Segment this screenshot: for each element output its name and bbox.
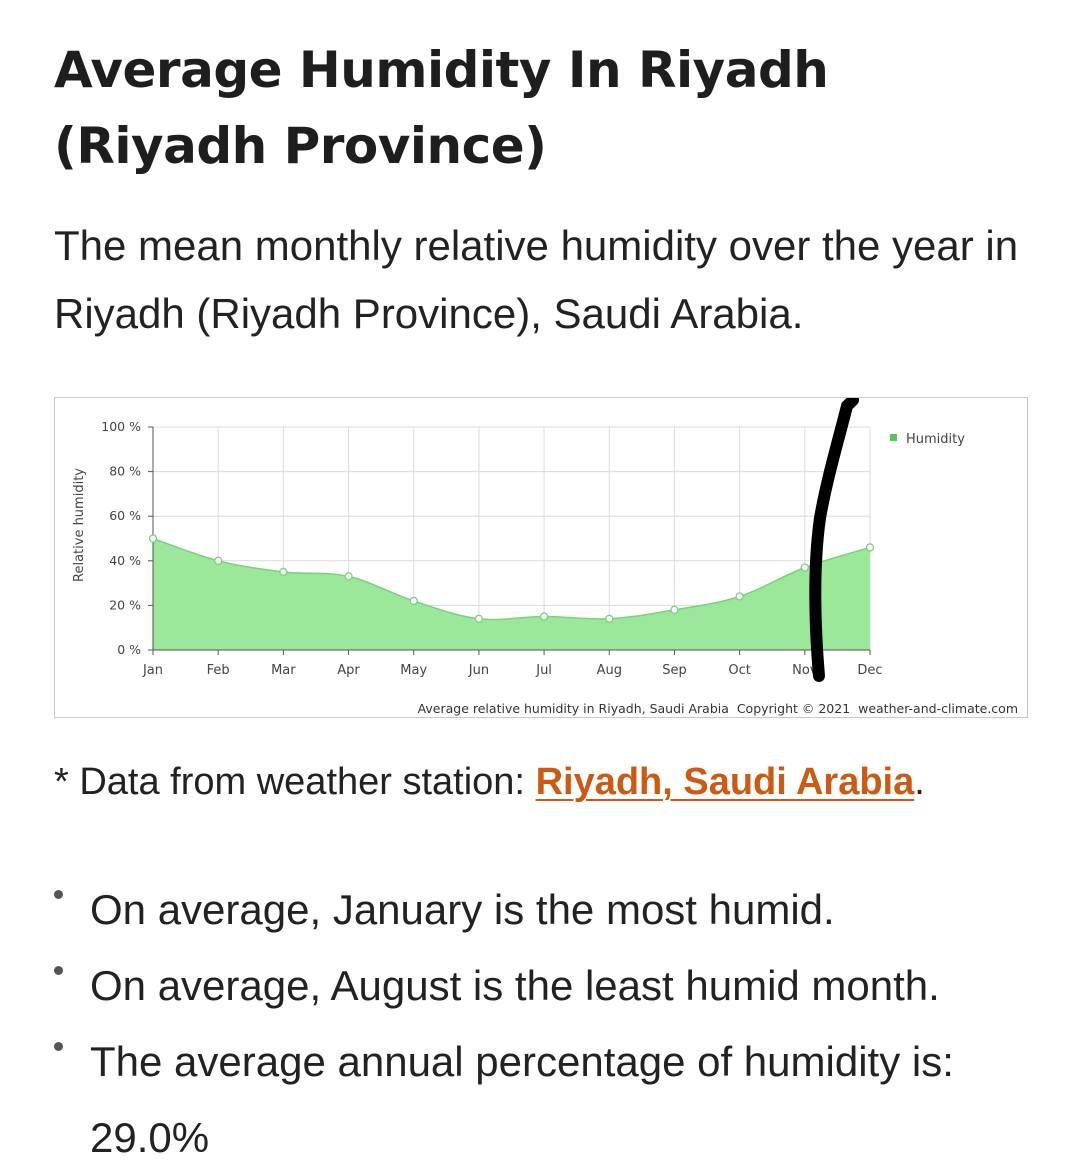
- humidity-point: [670, 605, 679, 615]
- x-tick-label: Aug: [597, 663, 622, 678]
- fact-text: On average, August is the least humid mo…: [90, 962, 940, 1009]
- station-link[interactable]: Riyadh, Saudi Arabia: [535, 761, 915, 803]
- chart-caption: Average relative humidity in Riyadh, Sau…: [418, 701, 1018, 716]
- humidity-line: [152, 537, 871, 621]
- humidity-chart: 0 % 20 % 40 % 60 % 80 % 100 % Jan Feb Mar Apr May J…: [54, 397, 1028, 718]
- data-source-line: * Data from weather station: Riyadh, Sau…: [54, 756, 1034, 808]
- chart-canvas: 0 % 20 % 40 % 60 % 80 % 100 % Jan Feb Mar Apr May J…: [72, 398, 1018, 716]
- chart-legend: Humidity: [890, 432, 965, 447]
- y-tick-label: 100 %: [101, 419, 141, 434]
- y-tick-label: 20 %: [109, 597, 141, 612]
- bullet-icon: [54, 890, 63, 899]
- page-subtitle: The mean monthly relative humidity over …: [54, 222, 1019, 337]
- x-tick-label: Dec: [857, 663, 882, 678]
- x-tick-label: Mar: [271, 663, 296, 678]
- x-tick-label: Apr: [337, 663, 360, 678]
- y-tick-label: 80 %: [109, 464, 141, 479]
- x-tick-label: Jun: [468, 663, 489, 678]
- chart-series-area: [152, 537, 871, 650]
- page-title: Average Humidity In Riyadh (Riyadh Provi…: [54, 41, 829, 175]
- y-tick-label: 60 %: [109, 508, 141, 523]
- humidity-point: [800, 563, 809, 572]
- list-item: The average annual percentage of humidit…: [54, 1024, 1044, 1176]
- bullet-icon: [54, 1042, 63, 1051]
- source-suffix: .: [914, 761, 925, 803]
- chart-grid: [152, 426, 871, 651]
- humidity-area-fill: [153, 538, 870, 650]
- legend-label: Humidity: [906, 432, 965, 447]
- x-tick-label: Nov: [792, 663, 818, 678]
- chart-axes: 0 % 20 % 40 % 60 % 80 % 100 % Jan Feb Mar Apr May J…: [101, 419, 882, 678]
- humidity-facts-list: On average, January is the most humid. O…: [54, 872, 1044, 1176]
- list-item: On average, August is the least humid mo…: [54, 948, 1044, 1024]
- x-tick-label: May: [400, 663, 427, 678]
- source-prefix: * Data from weather station:: [54, 761, 536, 803]
- x-tick-label: Feb: [207, 663, 230, 678]
- humidity-point: [148, 534, 158, 543]
- humidity-point: [865, 543, 875, 552]
- x-tick-label: Jul: [535, 663, 552, 678]
- y-tick-label: 0 %: [117, 642, 141, 657]
- humidity-point: [214, 556, 223, 565]
- legend-swatch: [890, 434, 897, 441]
- fact-text: The average annual percentage of humidit…: [90, 1038, 954, 1161]
- chart-points: [148, 534, 875, 623]
- y-axis-label: Relative humidity: [72, 468, 87, 582]
- y-tick-label: 40 %: [109, 553, 141, 568]
- list-item: On average, January is the most humid.: [54, 872, 1044, 948]
- humidity-point: [605, 614, 614, 623]
- humidity-point: [539, 612, 549, 621]
- x-tick-label: Sep: [662, 663, 687, 678]
- page: Average Humidity In Riyadh (Riyadh Provi…: [54, 41, 1034, 1161]
- hand-drawn-annotation-stroke: [809, 398, 859, 682]
- humidity-point: [344, 572, 353, 581]
- x-tick-label: Oct: [728, 663, 750, 678]
- fact-text: On average, January is the most humid.: [90, 886, 835, 933]
- humidity-point: [409, 596, 418, 606]
- humidity-point: [279, 567, 288, 577]
- humidity-point: [735, 592, 744, 601]
- x-tick-label: Jan: [142, 663, 163, 678]
- bullet-icon: [54, 966, 63, 975]
- humidity-point: [474, 614, 484, 623]
